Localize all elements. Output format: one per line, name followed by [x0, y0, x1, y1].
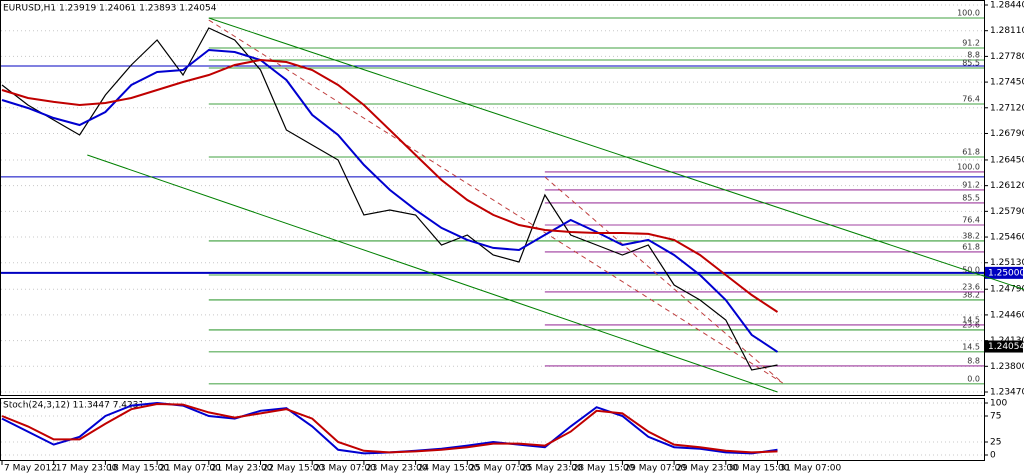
fib-label: 85.5: [962, 193, 980, 202]
fib-label: 8.8: [967, 50, 980, 59]
fib-label: 14.5: [962, 315, 980, 324]
x-tick-label: 29 May 07:00: [624, 464, 686, 474]
y-tick-label: 1.27450: [990, 78, 1024, 88]
y-tick-label: 1.23470: [990, 388, 1024, 398]
y-tick-label: 1.28440: [990, 1, 1024, 11]
fib-label: 50.0: [962, 265, 980, 274]
stoch-title: Stoch(24,3,12) 11.3447 7.4231: [3, 401, 144, 411]
chart-title: EURUSD,H1 1.23919 1.24061 1.23893 1.2405…: [3, 4, 217, 14]
price-tag-label: 1.25000: [988, 268, 1024, 278]
x-tick-label: 23 May 23:00: [366, 464, 428, 474]
main-panel: [0, 0, 985, 396]
fib-label: 23.6: [962, 282, 980, 291]
y-tick-label: 1.25130: [990, 258, 1024, 268]
series-line: [1, 58, 779, 313]
fib-label: 38.2: [962, 290, 980, 299]
y-tick-label: 100: [990, 399, 1007, 409]
series-line: [1, 48, 779, 353]
fib-label: 100.0: [957, 9, 980, 18]
price-tag: [985, 266, 1023, 279]
trend-line: [208, 17, 1024, 290]
y-tick-label: 1.25790: [990, 207, 1024, 217]
fib-label: 61.8: [962, 242, 980, 251]
fib-label: 8.8: [967, 356, 980, 365]
y-tick-label: 1.27120: [990, 103, 1024, 113]
x-tick-label: 30 May 15:00: [728, 464, 790, 474]
fib-label: 0.0: [967, 374, 980, 383]
x-tick-label: 24 May 15:00: [418, 464, 480, 474]
fib-label: 85.5: [962, 58, 980, 67]
x-tick-label: 25 May 23:00: [521, 464, 583, 474]
y-tick-label: 0: [990, 451, 996, 461]
y-tick-label: 1.23800: [990, 362, 1024, 372]
x-tick-label: 29 May 23:00: [676, 464, 738, 474]
fib-label: 100.0: [957, 162, 980, 171]
x-tick-label: 17 May 23:00: [56, 464, 118, 474]
fib-label: 91.2: [962, 38, 980, 47]
x-tick-label: 28 May 15:00: [573, 464, 635, 474]
fib-label: 91.2: [962, 180, 980, 189]
y-tick-label: 1.27780: [990, 52, 1024, 62]
y-tick-label: 1.26120: [990, 181, 1024, 191]
y-tick-label: 1.24460: [990, 310, 1024, 320]
fib-label: 38.2: [962, 231, 980, 240]
fib-label: 76.4: [962, 94, 980, 103]
x-tick-label: 18 May 15:00: [107, 464, 169, 474]
series-line: [1, 27, 778, 371]
x-tick-label: 7 May 2012: [4, 464, 57, 474]
fib-label: 61.8: [962, 147, 980, 156]
x-tick-label: 23 May 07:00: [314, 464, 376, 474]
x-tick-label: 21 May 07:00: [159, 464, 221, 474]
fib-label: 76.4: [962, 215, 980, 224]
y-tick-label: 1.26790: [990, 129, 1024, 139]
trend-line: [87, 154, 778, 393]
y-tick-label: 75: [990, 412, 1001, 422]
x-tick-label: 21 May 23:00: [211, 464, 273, 474]
y-tick-label: 25: [990, 438, 1001, 448]
fib-label: 14.5: [962, 342, 980, 351]
series-line: [1, 402, 778, 454]
y-tick-label: 1.24790: [990, 285, 1024, 295]
y-tick-label: 1.28110: [990, 26, 1024, 36]
y-tick-label: 1.25460: [990, 233, 1024, 243]
stoch-panel: [0, 398, 985, 461]
trend-line: [544, 176, 783, 384]
y-tick-label: 1.26450: [990, 155, 1024, 165]
last-price-label: 1.24054: [988, 342, 1024, 352]
x-tick-label: 22 May 15:00: [263, 464, 325, 474]
last-price-tag: [985, 340, 1023, 353]
x-tick-label: 31 May 07:00: [780, 464, 842, 474]
x-tick-label: 25 May 07:00: [469, 464, 531, 474]
